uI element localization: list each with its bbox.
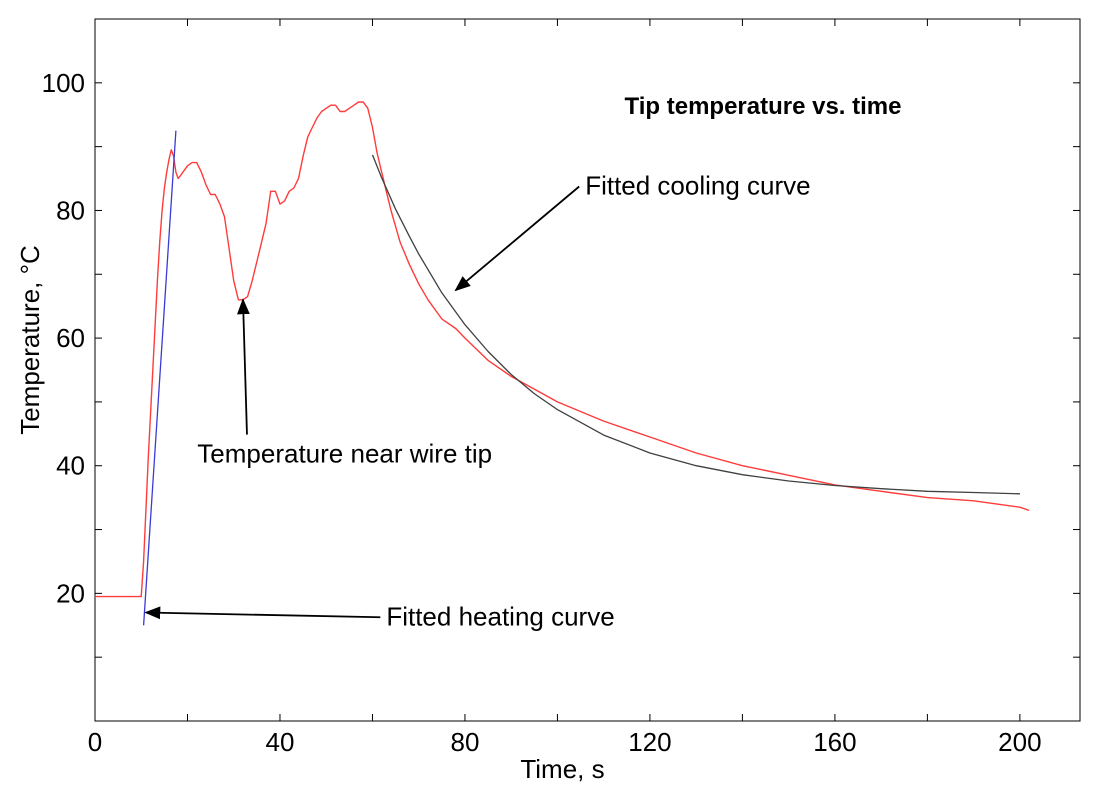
series-temperature-near-wire-tip xyxy=(95,101,1030,598)
x-tick-label: 80 xyxy=(450,727,479,757)
series-layer xyxy=(95,101,1030,626)
annotation-arrow-fitted-heating-curve xyxy=(144,606,381,620)
x-axis-title: Time, s xyxy=(520,754,604,784)
x-tick-label: 160 xyxy=(813,727,856,757)
chart-title: Tip temperature vs. time xyxy=(625,93,902,120)
y-axis-title: Temperature, °C xyxy=(15,245,45,435)
x-tick-label: 40 xyxy=(266,727,295,757)
annotation-fitted-heating-curve: Fitted heating curve xyxy=(386,601,614,631)
annotation-arrow-temperature-near-wire-tip xyxy=(237,298,250,435)
x-tick-label: 0 xyxy=(88,727,102,757)
minor-ticks xyxy=(95,19,1080,721)
annotations: Temperature near wire tip Fitted heating … xyxy=(144,171,811,631)
tick-labels: 0 40 80 120 160 200 20 40 60 80 100 xyxy=(42,68,1042,757)
y-tick-label: 40 xyxy=(56,451,85,481)
annotation-arrow-fitted-cooling-curve xyxy=(454,185,580,292)
plot-area xyxy=(94,18,1081,722)
series-fitted-cooling-curve xyxy=(371,154,1020,495)
annotation-temperature-near-wire-tip: Temperature near wire tip xyxy=(197,439,492,469)
x-tick-label: 200 xyxy=(998,727,1041,757)
annotation-fitted-cooling-curve: Fitted cooling curve xyxy=(585,171,810,201)
y-tick-label: 80 xyxy=(56,195,85,225)
y-tick-label: 100 xyxy=(42,68,85,98)
x-tick-label: 120 xyxy=(628,727,671,757)
y-tick-label: 60 xyxy=(56,323,85,353)
y-tick-label: 20 xyxy=(56,578,85,608)
series-fitted-heating-curve xyxy=(142,130,177,626)
